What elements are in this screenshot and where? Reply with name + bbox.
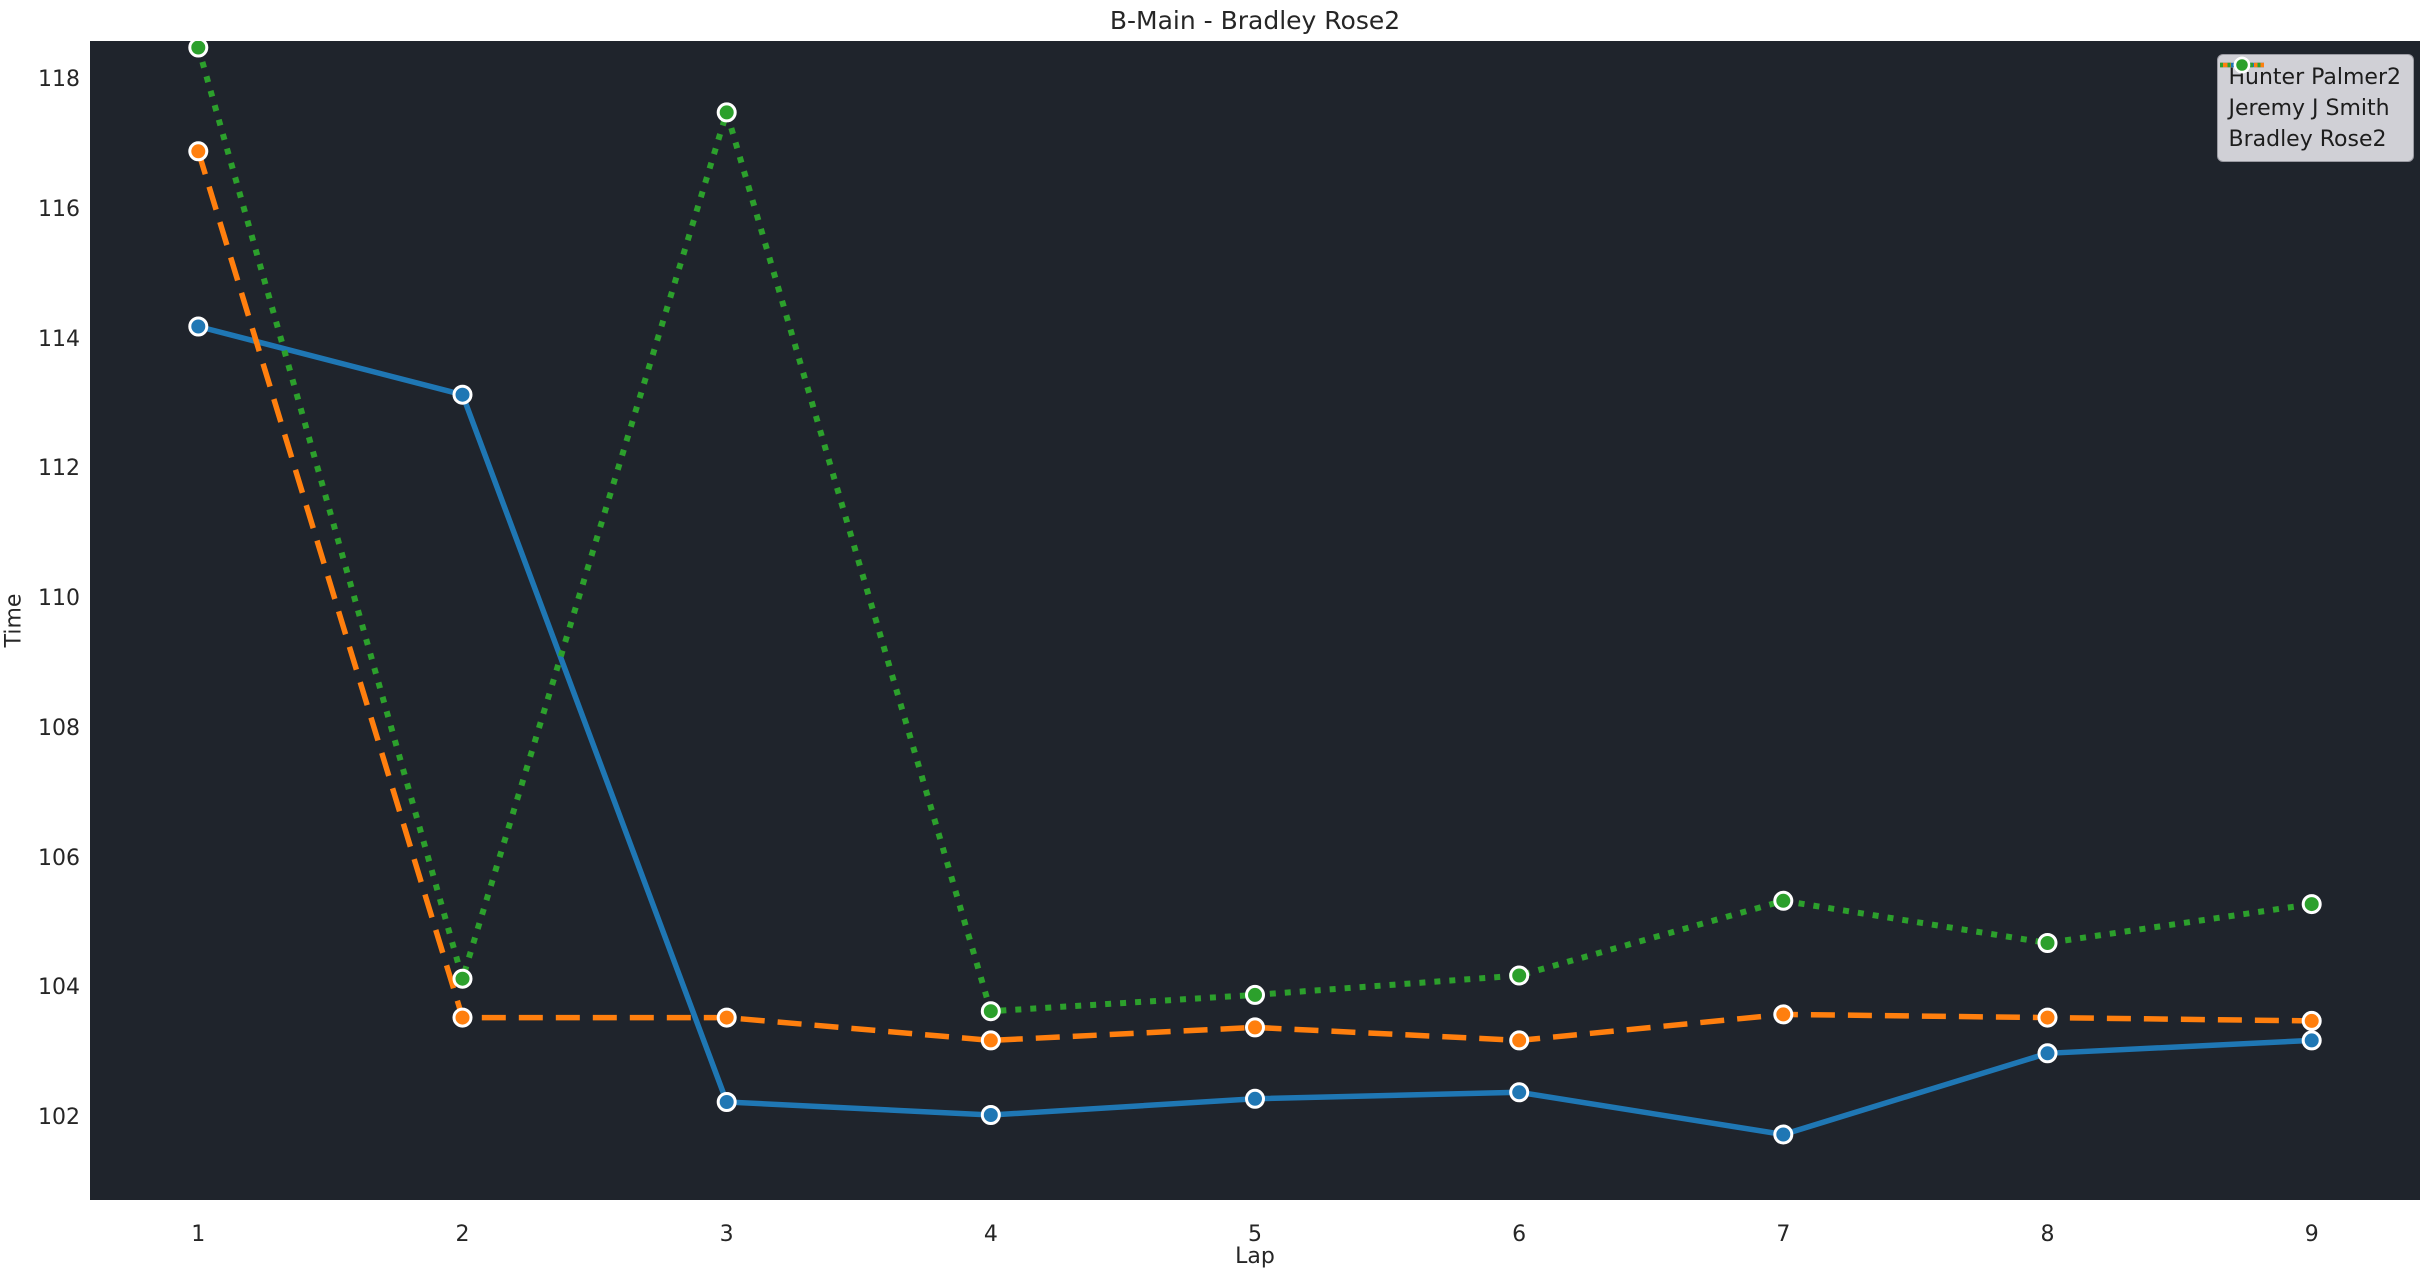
data-point-bradley-rose2-lap-2 xyxy=(452,968,473,989)
legend-label-hunter-palmer2: Hunter Palmer2 xyxy=(2228,64,2401,90)
legend: Hunter Palmer2 Jeremy J Smith Bradley Rose… xyxy=(2217,54,2414,162)
legend-line-sample-bradley-rose2 xyxy=(2220,56,2265,74)
data-point-bradley-rose2-lap-3 xyxy=(716,102,737,123)
data-point-hunter-palmer2-lap-7 xyxy=(1773,1124,1794,1145)
data-point-jeremy-j-smith-lap-7 xyxy=(1773,1004,1794,1025)
chart-title: B-Main - Bradley Rose2 xyxy=(1109,6,1401,35)
data-point-jeremy-j-smith-lap-5 xyxy=(1245,1017,1265,1038)
y-tick-110: 110 xyxy=(38,586,80,612)
plot-canvas xyxy=(188,41,2322,1145)
data-point-jeremy-j-smith-lap-2 xyxy=(452,1007,473,1028)
y-tick-104: 104 xyxy=(38,975,80,1001)
data-point-hunter-palmer2-lap-3 xyxy=(716,1092,737,1112)
legend-item-jeremy-j-smith: Jeremy J Smith xyxy=(2220,56,2401,122)
data-point-bradley-rose2-lap-5 xyxy=(1245,984,1265,1005)
data-point-hunter-palmer2-lap-4 xyxy=(980,1105,1001,1125)
x-tick-5: 5 xyxy=(1248,1222,1262,1247)
data-point-hunter-palmer2-lap-8 xyxy=(2037,1043,2058,1064)
data-point-bradley-rose2-lap-4 xyxy=(980,1001,1001,1022)
y-tick-108: 108 xyxy=(38,715,80,741)
y-tick-106: 106 xyxy=(38,845,80,871)
data-point-bradley-rose2-lap-9 xyxy=(2301,894,2322,915)
legend-label-bradley-rose2: Bradley Rose2 xyxy=(2228,126,2387,152)
data-point-hunter-palmer2-lap-2 xyxy=(452,384,473,405)
y-tick-102: 102 xyxy=(38,1105,80,1131)
legend-item-hunter-palmer2: Hunter Palmer2 xyxy=(2220,56,2401,91)
data-point-jeremy-j-smith-lap-3 xyxy=(716,1007,737,1028)
x-axis-label: Lap xyxy=(1235,1244,1275,1269)
x-tick-1: 1 xyxy=(191,1222,206,1247)
series-line-jeremy-j-smith xyxy=(195,150,2312,1044)
x-tick-7: 7 xyxy=(1776,1222,1791,1247)
data-point-bradley-rose2-lap-7 xyxy=(1773,890,1794,911)
y-tick-112: 112 xyxy=(38,456,80,482)
y-axis-label: Time xyxy=(1,593,27,648)
data-point-hunter-palmer2-lap-6 xyxy=(1509,1082,1530,1103)
x-tick-2: 2 xyxy=(455,1222,470,1247)
data-point-bradley-rose2-lap-1 xyxy=(188,41,209,58)
series-line-hunter-palmer2 xyxy=(197,323,2312,1138)
data-point-bradley-rose2-lap-6 xyxy=(1509,965,1530,986)
data-point-jeremy-j-smith-lap-6 xyxy=(1509,1030,1530,1051)
x-tick-8: 8 xyxy=(2040,1222,2055,1247)
data-point-jeremy-j-smith-lap-4 xyxy=(980,1030,1001,1051)
data-point-bradley-rose2-lap-8 xyxy=(2037,933,2058,953)
data-point-jeremy-j-smith-lap-9 xyxy=(2301,1010,2322,1031)
y-tick-118: 118 xyxy=(38,66,80,92)
y-tick-116: 116 xyxy=(38,196,80,222)
x-tick-3: 3 xyxy=(719,1222,734,1247)
plot-area: Hunter Palmer2 Jeremy J Smith Bradley Rose… xyxy=(90,41,2420,1200)
legend-item-bradley-rose2: Bradley Rose2 xyxy=(2220,56,2401,153)
data-point-hunter-palmer2-lap-9 xyxy=(2301,1030,2322,1051)
data-point-hunter-palmer2-lap-1 xyxy=(188,316,209,337)
x-tick-9: 9 xyxy=(2304,1222,2319,1247)
data-point-jeremy-j-smith-lap-1 xyxy=(188,141,209,162)
legend-label-jeremy-j-smith: Jeremy J Smith xyxy=(2228,95,2390,121)
y-tick-114: 114 xyxy=(38,326,80,352)
x-tick-6: 6 xyxy=(1512,1222,1527,1247)
x-tick-4: 4 xyxy=(983,1222,998,1247)
data-point-jeremy-j-smith-lap-8 xyxy=(2037,1007,2058,1028)
data-point-hunter-palmer2-lap-5 xyxy=(1245,1088,1265,1109)
